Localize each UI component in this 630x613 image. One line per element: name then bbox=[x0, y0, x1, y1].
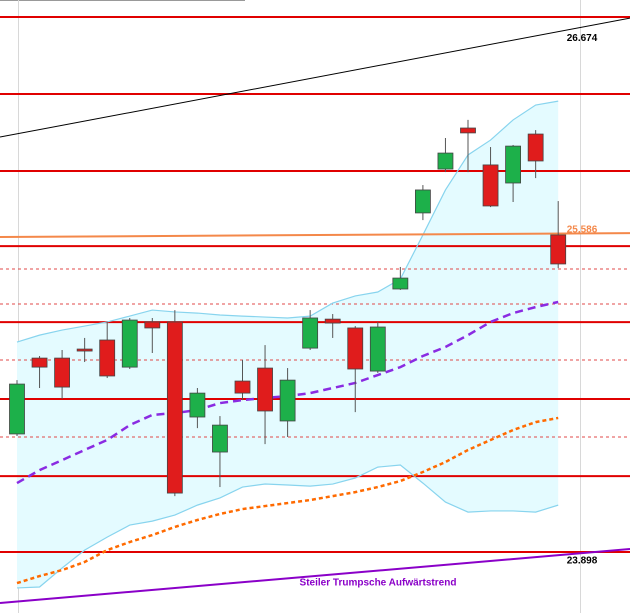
trendline bbox=[0, 17, 630, 138]
band-lower bbox=[16, 464, 559, 589]
moving-average bbox=[16, 416, 559, 585]
candle-body bbox=[550, 234, 567, 265]
candle-body bbox=[9, 383, 25, 435]
candle-body bbox=[527, 133, 544, 162]
trendline-label: 23.898 bbox=[567, 555, 598, 566]
candle-body bbox=[166, 321, 183, 494]
candle-body bbox=[482, 164, 499, 207]
candle-body bbox=[392, 277, 409, 290]
candle-body bbox=[347, 327, 364, 370]
candle-body bbox=[212, 424, 228, 453]
band-fill bbox=[17, 101, 559, 588]
annotation: Steiler Trumpsche Aufwärtstrend bbox=[300, 578, 457, 589]
trendline bbox=[0, 547, 630, 605]
candle-body bbox=[414, 189, 431, 214]
candle-body bbox=[144, 321, 161, 329]
trendline-label: 25.586 bbox=[567, 225, 598, 236]
trendline-label: 26.674 bbox=[567, 33, 598, 44]
trendline bbox=[0, 232, 630, 239]
candle-body bbox=[234, 380, 251, 394]
candle-body bbox=[257, 367, 273, 412]
candle-body bbox=[76, 348, 93, 352]
candle-body bbox=[460, 127, 476, 134]
candle-body bbox=[437, 152, 454, 170]
candle-body bbox=[369, 326, 386, 372]
candle-body bbox=[99, 339, 116, 377]
candle-body bbox=[54, 357, 70, 388]
candle-body bbox=[324, 318, 341, 324]
candle-body bbox=[505, 145, 522, 184]
candle-body bbox=[189, 392, 206, 418]
candle-body bbox=[279, 379, 296, 422]
candle-body bbox=[302, 317, 319, 349]
candle-body bbox=[31, 357, 48, 368]
candle-body bbox=[121, 319, 138, 368]
